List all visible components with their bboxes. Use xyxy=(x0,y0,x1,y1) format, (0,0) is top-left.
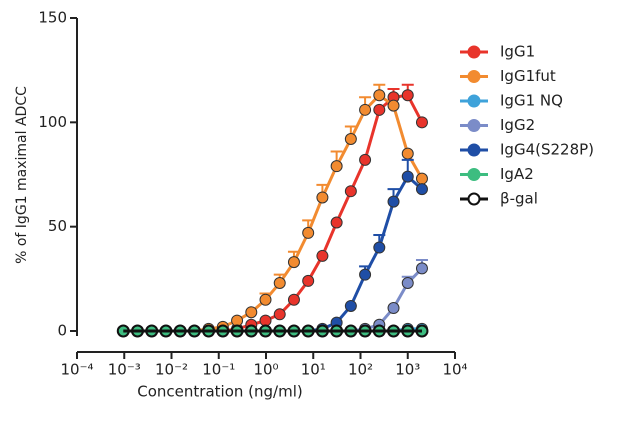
data-point xyxy=(344,185,357,198)
data-point xyxy=(245,306,258,319)
data-point xyxy=(373,89,386,102)
data-point xyxy=(259,314,272,327)
legend-label: IgG1 NQ xyxy=(500,92,563,110)
data-point xyxy=(359,153,372,166)
y-tick-label: 150 xyxy=(38,9,67,27)
x-tick-label: 10⁻¹ xyxy=(202,361,235,379)
data-point xyxy=(359,268,372,281)
y-axis-label: % of IgG1 maximal ADCC xyxy=(14,86,30,264)
data-point xyxy=(415,116,428,129)
data-point xyxy=(344,133,357,146)
data-point xyxy=(401,324,415,338)
data-point xyxy=(231,314,244,327)
data-point xyxy=(401,170,414,183)
x-tick-label: 10⁰ xyxy=(253,361,278,379)
x-tick-label: 10¹ xyxy=(301,361,326,379)
data-point xyxy=(415,172,428,185)
legend-label: β-gal xyxy=(500,190,538,208)
legend-marker xyxy=(467,94,481,108)
x-tick-label: 10⁻⁴ xyxy=(60,361,93,379)
data-point xyxy=(301,324,315,338)
legend-marker xyxy=(467,119,481,132)
y-tick-label: 50 xyxy=(48,217,67,235)
data-point xyxy=(359,103,372,116)
data-point xyxy=(330,160,343,173)
x-tick-label: 10⁻² xyxy=(155,361,188,379)
x-tick-label: 10⁴ xyxy=(442,361,467,379)
series-line xyxy=(123,93,424,333)
x-axis-label: Concentration (ng/ml) xyxy=(137,383,302,401)
legend-marker xyxy=(467,192,481,206)
data-point xyxy=(159,324,173,338)
data-point xyxy=(387,302,400,315)
data-point xyxy=(287,256,300,269)
data-point xyxy=(372,324,386,338)
data-point xyxy=(401,277,414,290)
data-point xyxy=(273,324,287,338)
data-point xyxy=(358,324,372,338)
data-point xyxy=(387,99,400,112)
data-point xyxy=(287,324,301,338)
data-point xyxy=(273,277,286,290)
data-point xyxy=(230,324,244,338)
y-tick-label: 0 xyxy=(57,322,67,340)
data-point xyxy=(316,249,329,262)
data-point xyxy=(216,324,230,338)
legend-label: IgA2 xyxy=(500,165,534,183)
data-point xyxy=(415,324,429,338)
data-point xyxy=(344,299,357,312)
y-tick-label: 100 xyxy=(38,113,67,131)
data-point xyxy=(330,216,343,229)
legend-marker xyxy=(467,168,481,181)
data-point xyxy=(131,324,145,338)
data-point xyxy=(173,324,187,338)
data-point xyxy=(415,183,428,196)
data-point xyxy=(302,226,315,239)
data-point xyxy=(401,89,414,102)
series-line xyxy=(123,174,423,333)
series-line xyxy=(123,93,424,333)
data-point xyxy=(316,191,329,204)
data-point xyxy=(330,324,344,338)
data-point xyxy=(116,324,130,338)
legend-marker xyxy=(467,70,481,83)
data-point xyxy=(187,324,201,338)
data-point xyxy=(315,324,329,338)
data-point xyxy=(244,324,258,338)
legend-marker xyxy=(467,143,481,157)
x-tick-label: 10² xyxy=(348,361,373,379)
legend-label: IgG1 xyxy=(500,43,535,61)
data-point xyxy=(202,324,216,338)
x-tick-label: 10⁻³ xyxy=(108,361,141,379)
legend-label: IgG1fut xyxy=(500,67,556,85)
data-point xyxy=(273,308,286,321)
data-point xyxy=(387,195,400,208)
data-point xyxy=(401,147,414,160)
data-point xyxy=(259,293,272,306)
legend-label: IgG4(S228P) xyxy=(500,141,594,159)
data-point xyxy=(145,324,159,338)
data-point xyxy=(373,103,386,116)
data-point xyxy=(259,324,273,338)
data-point xyxy=(387,324,401,338)
legend-marker xyxy=(467,45,481,59)
data-point xyxy=(415,262,428,275)
data-point xyxy=(302,274,315,287)
data-point xyxy=(373,241,386,254)
data-point xyxy=(344,324,358,338)
legend-label: IgG2 xyxy=(500,116,535,134)
x-tick-label: 10³ xyxy=(395,361,420,379)
data-point xyxy=(287,293,300,306)
